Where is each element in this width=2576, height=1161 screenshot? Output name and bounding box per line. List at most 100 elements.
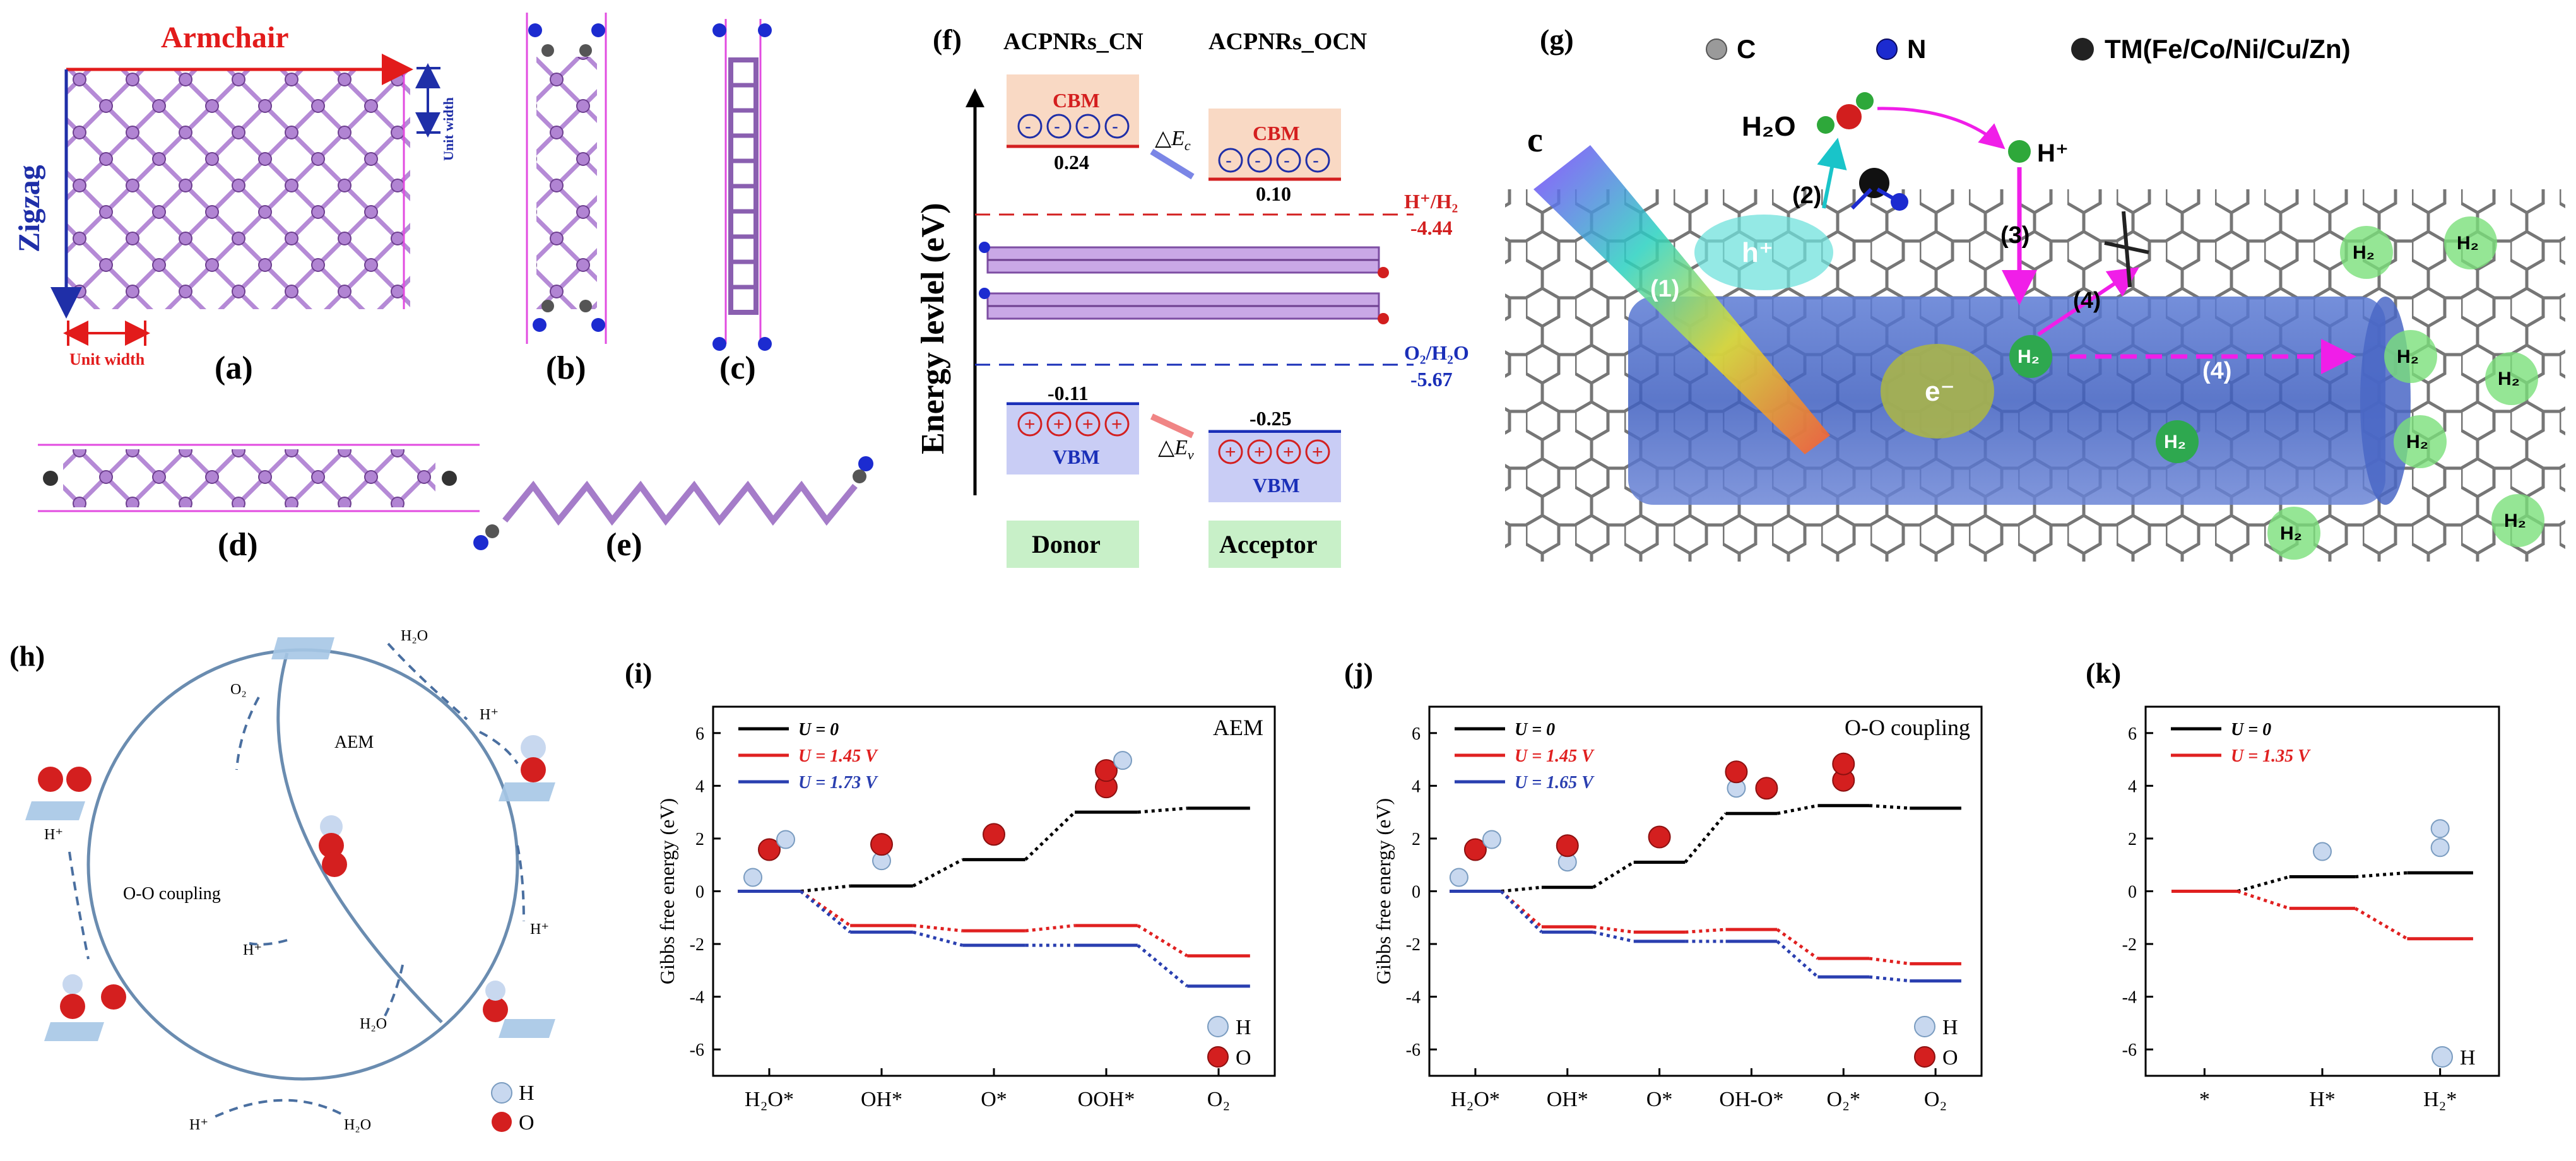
unit-width-bottom-label: Unit width (69, 350, 145, 368)
legend-c-icon (1706, 38, 1727, 60)
electron-label: e⁻ (1925, 376, 1955, 407)
level-connector (913, 930, 963, 947)
oxygen-atom (1095, 759, 1118, 782)
legend-label: U = 0 (2231, 720, 2271, 740)
panel-c: (c) (712, 19, 772, 386)
x-tick-label: OH* (1547, 1088, 1588, 1111)
legend-label: U = 1.45 V (1515, 746, 1595, 766)
svg-text:H₂: H₂ (2397, 346, 2419, 367)
panel-label-h: (h) (9, 640, 45, 672)
acceptor-label: Acceptor (1219, 530, 1317, 558)
svg-text:-: - (1255, 150, 1261, 171)
oxygen-atom (1832, 752, 1855, 775)
svg-text:+: + (1053, 414, 1065, 435)
y-tick-label: 4 (695, 777, 704, 796)
cycle-circle (86, 648, 519, 1081)
panel-g: (g) C N TM(Fe/Co/Ni/Cu/Zn) c h⁺ e⁻ H₂O H… (1505, 23, 2565, 562)
panel-e: (e) (473, 456, 873, 563)
svg-text:+: + (1283, 442, 1294, 463)
panel-a: Armchair Zigzag Unit width Unit width (a… (13, 21, 456, 386)
f-title-left: ACPNRs_CN (1003, 28, 1143, 55)
x-tick-label: O₂ (1207, 1088, 1230, 1111)
y-tick-label: -2 (2122, 935, 2137, 955)
armchair-label: Armchair (161, 21, 289, 54)
svg-text:+: + (1111, 414, 1123, 435)
legend-label: U = 1.73 V (798, 773, 878, 793)
oxygen-atom (1725, 760, 1748, 784)
level-connector (2354, 907, 2408, 940)
oxygen-atom (758, 838, 781, 861)
figure-top-row: Armchair Zigzag Unit width Unit width (a… (13, 13, 2565, 568)
y-tick-label: 4 (2128, 777, 2137, 796)
legend-label: U = 1.45 V (798, 746, 878, 766)
svg-text:H₂: H₂ (2018, 346, 2040, 367)
f-title-right: ACPNRs_OCN (1208, 28, 1367, 55)
legend-hydrogen-icon (2431, 1046, 2453, 1068)
level-connector (1593, 925, 1634, 934)
h2o-label: H₂O (1742, 111, 1796, 142)
svg-text:H₂: H₂ (2406, 432, 2428, 452)
vbm-box-right (1208, 433, 1341, 502)
svg-text:H₂: H₂ (2498, 368, 2520, 389)
ribbon-molecules (979, 242, 1389, 324)
y-tick-label: 6 (1412, 724, 1421, 744)
legend-label: U = 1.35 V (2231, 746, 2311, 766)
panel-label-g: (g) (1540, 23, 1574, 56)
legend-hydrogen-icon (1914, 1016, 1935, 1037)
y-tick-label: 2 (1412, 830, 1421, 849)
atom-legend-label: H (2460, 1046, 2476, 1070)
plot-frame (1428, 705, 1983, 1077)
vbm-left-label: VBM (1053, 445, 1100, 468)
figure-bottom-row: (h) AEM O-O coupling O₂ H₂O H⁺ H⁺ H⁺ H⁺ … (9, 628, 2500, 1134)
panel-label-k: (k) (2086, 657, 2121, 689)
oxygen-atom (1755, 777, 1778, 800)
oxygen-atom (983, 823, 1005, 846)
cbm-right-label: CBM (1253, 122, 1300, 144)
legend-n-label: N (1907, 34, 1926, 64)
hplus-label: H⁺ (2037, 139, 2069, 167)
svg-text:+: + (1312, 442, 1323, 463)
y-tick-label: 6 (695, 724, 704, 744)
step-1: (1) (1650, 276, 1679, 302)
level-connector (1025, 924, 1075, 933)
lattice-b (536, 57, 597, 309)
electron-cloud (1881, 344, 1994, 439)
hydrogen-atom (1482, 830, 1501, 849)
h2o-top-label: H₂O (401, 628, 428, 644)
h2o-inner-label: H₂O (360, 1016, 387, 1032)
level-connector (1776, 804, 1818, 815)
svg-text:-: - (1025, 116, 1031, 137)
y-tick-label: 2 (2128, 830, 2137, 849)
chart-k: -6 -4 -2 0 2 4 6 * H* H₂* U = 0 U = 1.35 V H (2122, 705, 2500, 1111)
hydrogen-atom (2430, 819, 2450, 839)
legend-h-label: H (519, 1081, 535, 1105)
level-connector (2236, 875, 2290, 893)
svg-text:H₂: H₂ (2353, 242, 2375, 263)
y-axis-label: Gibbs free energy (eV) (1372, 798, 1395, 984)
panel-d: (d) (38, 444, 480, 563)
level-connector (912, 858, 964, 888)
lattice-d (63, 449, 435, 507)
x-tick-label: O* (981, 1088, 1007, 1111)
oxygen-atom (1648, 825, 1671, 849)
x-tick-label: OOH* (1078, 1088, 1135, 1111)
svg-text:+: + (1082, 414, 1094, 435)
donor-label: Donor (1032, 530, 1101, 558)
legend-tm-icon (2071, 38, 2094, 61)
y-tick-label: -2 (1406, 935, 1421, 955)
legend-o-icon (492, 1112, 512, 1132)
level-connector (1592, 861, 1635, 889)
x-tick-label: O₂ (1924, 1088, 1947, 1111)
svg-text:-: - (1313, 150, 1319, 171)
f-y-axis-label: Energy levlel (eV) (915, 203, 951, 454)
vbm-box-left (1007, 405, 1139, 474)
vbm-right-value: -0.25 (1250, 407, 1292, 430)
svg-text:+: + (1254, 442, 1265, 463)
hplus-1-label: H⁺ (480, 707, 499, 723)
y-tick-label: 0 (695, 883, 704, 902)
level-connector (1024, 811, 1076, 861)
svg-text:H₂: H₂ (2164, 432, 2186, 452)
level-connector (1501, 885, 1542, 893)
svg-text:H₂: H₂ (2457, 233, 2479, 254)
panel-label-i: (i) (625, 657, 652, 689)
